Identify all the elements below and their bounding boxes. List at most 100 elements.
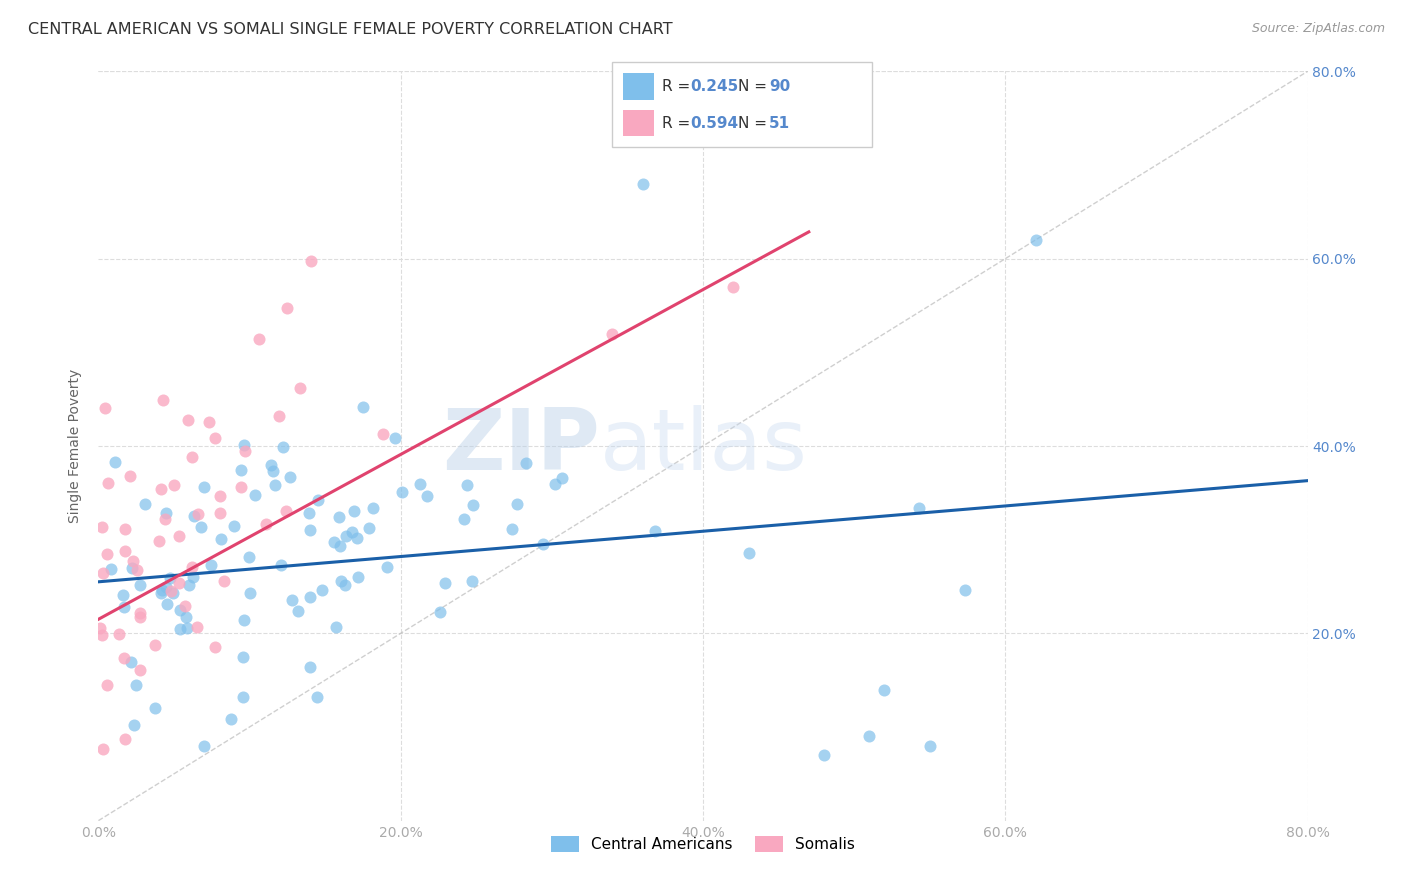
Central Americans [1024,233,1046,247]
Central Americans [190,520,212,534]
Somalis [299,253,322,268]
Somalis [212,574,235,588]
Central Americans [813,747,835,762]
Central Americans [330,574,353,588]
Central Americans [461,574,484,588]
Text: CENTRAL AMERICAN VS SOMALI SINGLE FEMALE POVERTY CORRELATION CHART: CENTRAL AMERICAN VS SOMALI SINGLE FEMALE… [28,22,672,37]
Central Americans [112,589,135,603]
Central Americans [311,582,333,597]
Central Americans [112,600,135,615]
Somalis [96,677,118,691]
Somalis [125,563,148,577]
Somalis [723,280,745,294]
Central Americans [120,655,142,669]
Somalis [186,620,208,634]
Somalis [152,393,174,408]
Somalis [148,534,170,549]
Central Americans [456,478,478,492]
Somalis [150,483,173,497]
Text: 90: 90 [769,79,790,94]
Somalis [90,520,112,534]
Somalis [163,478,186,492]
Central Americans [543,476,565,491]
Central Americans [328,510,350,524]
Central Americans [661,120,683,135]
Central Americans [299,591,322,605]
Somalis [160,583,183,598]
Somalis [167,529,190,543]
Somalis [89,621,111,635]
Somalis [91,742,114,756]
Central Americans [531,536,554,550]
Central Americans [209,532,232,546]
Central Americans [359,521,381,535]
Central Americans [506,497,529,511]
Central Americans [155,580,177,594]
Central Americans [299,660,322,674]
Central Americans [918,739,941,753]
Somalis [371,426,394,441]
Somalis [122,553,145,567]
Central Americans [200,558,222,572]
Somalis [276,504,298,518]
Text: atlas: atlas [600,404,808,488]
Somalis [118,468,141,483]
Legend: Central Americans, Somalis: Central Americans, Somalis [546,830,860,858]
Somalis [180,560,202,574]
Somalis [173,599,195,613]
Central Americans [155,506,177,520]
Central Americans [299,523,322,537]
Somalis [155,512,177,526]
Central Americans [858,730,880,744]
Somalis [198,415,221,429]
Somalis [204,431,226,445]
Central Americans [143,700,166,714]
Text: 0.245: 0.245 [690,79,738,94]
Text: Source: ZipAtlas.com: Source: ZipAtlas.com [1251,22,1385,36]
Somalis [114,544,136,558]
Central Americans [361,500,384,515]
Central Americans [953,583,976,598]
Somalis [267,409,290,423]
Central Americans [238,549,260,564]
Central Americans [335,578,357,592]
Somalis [108,627,131,641]
Central Americans [298,506,321,520]
Y-axis label: Single Female Poverty: Single Female Poverty [69,369,83,523]
Text: ZIP: ZIP [443,404,600,488]
Central Americans [271,440,294,454]
Central Americans [193,480,215,494]
Central Americans [340,525,363,540]
Central Americans [239,586,262,600]
Somalis [143,638,166,652]
Central Americans [346,531,368,545]
Central Americans [156,597,179,611]
Central Americans [281,593,304,607]
Somalis [129,606,152,620]
Central Americans [278,470,301,484]
Central Americans [121,561,143,575]
Central Americans [232,649,254,664]
Somalis [276,301,298,315]
Central Americans [183,508,205,523]
Somalis [114,522,136,536]
Central Americans [224,518,246,533]
Central Americans [193,739,215,754]
Somalis [94,401,117,415]
Central Americans [125,678,148,692]
Somalis [91,566,114,581]
Somalis [114,731,136,746]
Somalis [288,381,311,395]
Central Americans [181,570,204,584]
Somalis [247,332,270,346]
Central Americans [375,560,398,574]
Somalis [180,450,202,464]
Somalis [209,506,232,520]
Somalis [167,576,190,591]
Central Americans [169,602,191,616]
Central Americans [264,478,287,492]
Central Americans [307,493,329,508]
Somalis [97,476,120,491]
Text: N =: N = [738,116,772,130]
Central Americans [329,539,352,553]
